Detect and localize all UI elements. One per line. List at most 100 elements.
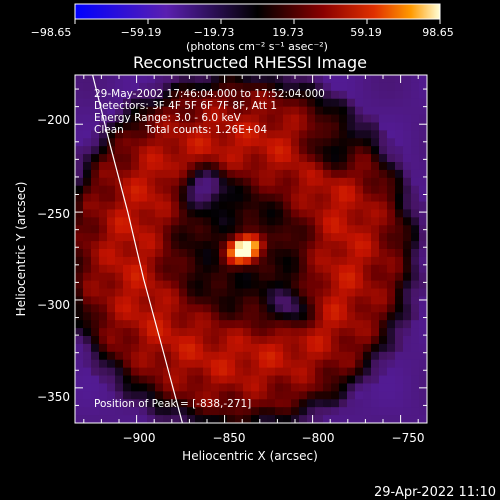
heatmap-cell: [227, 383, 236, 392]
heatmap-cell: [115, 162, 124, 171]
heatmap-cell: [195, 256, 204, 266]
heatmap-cell: [99, 209, 108, 218]
heatmap-cell: [419, 146, 427, 155]
heatmap-cell: [419, 272, 427, 282]
heatmap-cell: [75, 98, 84, 108]
heatmap-cell: [259, 241, 268, 250]
heatmap-cell: [163, 264, 172, 274]
heatmap-cell: [283, 82, 292, 92]
heatmap-cell: [323, 256, 332, 266]
heatmap-cell: [339, 383, 348, 392]
heatmap-cell: [267, 320, 276, 329]
heatmap-cell: [299, 225, 308, 234]
heatmap-cell: [411, 367, 420, 377]
heatmap-cell: [363, 130, 372, 139]
heatmap-cell: [227, 209, 236, 218]
heatmap-cell: [315, 256, 324, 266]
heatmap-cell: [75, 336, 84, 345]
heatmap-cell: [235, 399, 244, 408]
heatmap-cell: [371, 217, 380, 226]
heatmap-cell: [227, 75, 236, 84]
heatmap-cell: [387, 280, 396, 290]
heatmap-cell: [379, 241, 388, 250]
heatmap-cell: [347, 272, 356, 282]
heatmap-cell: [347, 249, 356, 258]
heatmap-cell: [315, 241, 324, 250]
heatmap-cell: [147, 130, 156, 139]
heatmap-cell: [395, 114, 404, 124]
heatmap-cell: [211, 359, 220, 369]
heatmap-cell: [155, 367, 164, 377]
y-tick-label-1: −250: [37, 207, 70, 221]
heatmap-cell: [403, 256, 412, 266]
heatmap-cell: [267, 407, 276, 416]
heatmap-cell: [411, 193, 420, 203]
heatmap-cell: [315, 162, 324, 171]
heatmap-cell: [395, 169, 404, 179]
heatmap-cell: [203, 328, 212, 337]
heatmap-cell: [387, 82, 396, 92]
heatmap-cell: [123, 169, 132, 179]
heatmap-cell: [283, 399, 292, 408]
heatmap-cell: [171, 217, 180, 226]
heatmap-cell: [235, 75, 244, 84]
heatmap-cell: [395, 320, 404, 329]
heatmap-cell: [219, 383, 228, 392]
heatmap-cell: [75, 122, 84, 131]
heatmap-cell: [75, 193, 84, 203]
heatmap-cell: [307, 256, 316, 266]
heatmap-cell: [131, 256, 140, 266]
heatmap-cell: [411, 185, 420, 195]
heatmap-cell: [259, 185, 268, 195]
heatmap-cell: [99, 201, 108, 211]
heatmap-cell: [99, 304, 108, 313]
heatmap-cell: [387, 328, 396, 337]
heatmap-cell: [211, 407, 220, 416]
heatmap-cell: [155, 256, 164, 266]
heatmap-cell: [115, 407, 124, 416]
heatmap-cell: [83, 320, 92, 329]
heatmap-cell: [83, 193, 92, 203]
heatmap-cell: [107, 343, 116, 353]
heatmap-cell: [131, 114, 140, 124]
heatmap-cell: [395, 256, 404, 266]
heatmap-cell: [387, 367, 396, 377]
heatmap-cell: [403, 296, 412, 305]
heatmap-cell: [267, 375, 276, 385]
heatmap-cell: [195, 399, 204, 408]
heatmap-cell: [395, 193, 404, 203]
heatmap-cell: [75, 375, 84, 385]
heatmap-cell: [331, 98, 340, 108]
heatmap-cell: [259, 312, 268, 321]
heatmap-cell: [403, 343, 412, 353]
heatmap-cell: [227, 407, 236, 416]
heatmap-cell: [195, 391, 204, 400]
heatmap-cell: [371, 98, 380, 108]
heatmap-cell: [195, 296, 204, 305]
heatmap-cell: [267, 264, 276, 274]
heatmap-cell: [419, 288, 427, 298]
heatmap-cell: [347, 312, 356, 321]
heatmap-cell: [107, 225, 116, 234]
heatmap-cell: [339, 328, 348, 337]
heatmap-cell: [147, 225, 156, 234]
heatmap-cell: [163, 328, 172, 337]
heatmap-cell: [379, 320, 388, 329]
heatmap-cell: [339, 114, 348, 124]
y-tick-label-0: −200: [37, 113, 70, 127]
heatmap-image: [75, 75, 427, 423]
heatmap-cell: [275, 256, 284, 266]
heatmap-cell: [147, 177, 156, 187]
heatmap-cell: [339, 280, 348, 290]
heatmap-cell: [331, 359, 340, 369]
heatmap-cell: [99, 288, 108, 298]
heatmap-cell: [403, 185, 412, 195]
heatmap-cell: [187, 375, 196, 385]
heatmap-cell: [227, 138, 236, 147]
heatmap-cell: [179, 391, 188, 400]
heatmap-cell: [363, 320, 372, 329]
heatmap-cell: [323, 336, 332, 345]
heatmap-cell: [99, 138, 108, 147]
heatmap-cell: [115, 106, 124, 116]
heatmap-cell: [211, 209, 220, 218]
